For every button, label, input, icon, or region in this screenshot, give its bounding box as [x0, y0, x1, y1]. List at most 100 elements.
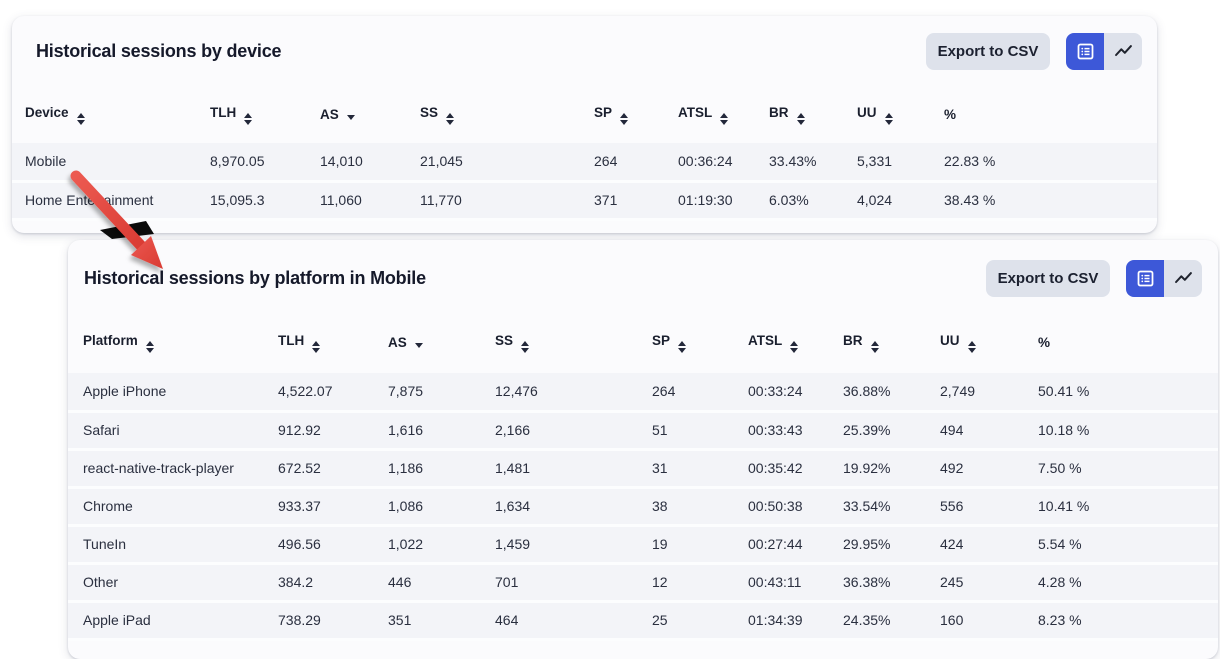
- sort-up-triangle: [76, 112, 85, 118]
- table-row[interactable]: Apple iPhone 4,522.07 7,875 12,476 264 00:33:…: [68, 373, 1218, 411]
- column-header-atsl[interactable]: ATSL: [748, 312, 843, 373]
- table-cell: 51: [652, 422, 668, 438]
- table-view-icon: [1077, 43, 1093, 60]
- table-cell: 264: [594, 153, 618, 170]
- sort-down-triangle: [521, 347, 530, 353]
- column-header-uu[interactable]: UU: [940, 312, 1038, 373]
- column-header-sp[interactable]: SP: [594, 86, 678, 143]
- column-header-tlh[interactable]: TLH: [210, 86, 320, 143]
- sort-both-icon: [720, 112, 729, 125]
- table-cell: 556: [940, 498, 964, 514]
- table-cell: Safari: [83, 422, 120, 438]
- table-row[interactable]: Mobile 8,970.05 14,010 21,045 264 00:36:24 33.…: [12, 143, 1157, 181]
- table-cell: 12,476: [495, 383, 538, 400]
- table-cell: react-native-track-player: [83, 460, 234, 476]
- sort-both-icon: [446, 112, 455, 125]
- sort-down-triangle: [346, 115, 355, 120]
- column-label: Device: [25, 104, 69, 120]
- view-toggle: [1126, 260, 1202, 297]
- table-row[interactable]: Other 384.2 446 701 12 00:43:11 36.38% 245 4.28 …: [68, 563, 1218, 601]
- column-header-tlh[interactable]: TLH: [278, 312, 388, 373]
- table-cell: 00:43:11: [748, 574, 802, 590]
- sort-up-triangle: [720, 112, 729, 118]
- column-label: AS: [320, 107, 339, 122]
- table-cell: 10.41 %: [1038, 498, 1090, 514]
- table-cell: 11,060: [320, 192, 362, 208]
- column-header-sp[interactable]: SP: [652, 312, 748, 373]
- column-label: %: [1038, 335, 1051, 350]
- sort-down-triangle: [414, 343, 423, 348]
- sort-both-icon: [521, 340, 530, 353]
- sort-down-triangle: [312, 347, 321, 353]
- sort-down-triangle: [967, 347, 976, 353]
- table-cell: 29.95%: [843, 536, 891, 552]
- column-label: AS: [388, 335, 407, 350]
- column-label: Platform: [83, 332, 138, 348]
- sessions-by-device-table: Device TLH AS SS SP ATSL BR UU% Mobile 8,970.05 1…: [12, 86, 1157, 221]
- table-cell: 01:19:30: [678, 192, 733, 208]
- export-csv-button[interactable]: Export to CSV: [986, 260, 1110, 297]
- table-cell: 371: [594, 192, 618, 208]
- sort-up-triangle: [870, 340, 879, 346]
- card-title: Historical sessions by platform in Mobil…: [84, 268, 426, 288]
- column-label: SP: [594, 104, 613, 120]
- chart-view-button[interactable]: [1104, 33, 1142, 70]
- column-header--: %: [944, 86, 1157, 143]
- table-header-row: Platform TLH AS SS SP ATSL BR UU%: [68, 312, 1218, 373]
- table-cell: 01:34:39: [748, 612, 803, 628]
- table-cell: 492: [940, 460, 964, 476]
- line-chart-icon: [1114, 45, 1132, 57]
- table-row[interactable]: TuneIn 496.56 1,022 1,459 19 00:27:44 29.95% 42…: [68, 525, 1218, 563]
- sessions-by-device-card: Historical sessions by device Export to …: [12, 16, 1157, 233]
- card-title: Historical sessions by device: [36, 41, 282, 61]
- sort-up-triangle: [796, 112, 805, 118]
- sort-down-triangle: [870, 347, 879, 353]
- table-cell: Mobile: [25, 153, 67, 170]
- sort-both-icon: [76, 112, 85, 125]
- column-header-platform[interactable]: Platform: [68, 312, 278, 373]
- table-cell: 31: [652, 460, 668, 476]
- table-cell: 00:27:44: [748, 536, 803, 552]
- table-cell: 912.92: [278, 422, 321, 438]
- column-label: TLH: [210, 104, 237, 120]
- column-header-ss[interactable]: SS: [495, 312, 652, 373]
- table-row[interactable]: react-native-track-player 672.52 1,186 1,48…: [68, 449, 1218, 487]
- column-header-as[interactable]: AS: [320, 86, 420, 143]
- table-cell: 8.23 %: [1038, 612, 1082, 628]
- table-row[interactable]: Apple iPad 738.29 351 464 25 01:34:39 24.35% 16…: [68, 601, 1218, 639]
- sort-up-triangle: [521, 340, 530, 346]
- column-label: UU: [857, 104, 877, 120]
- table-view-button[interactable]: [1066, 33, 1104, 70]
- sort-up-triangle: [678, 340, 687, 346]
- table-view-button[interactable]: [1126, 260, 1164, 297]
- column-label: BR: [843, 332, 863, 348]
- table-cell: 00:50:38: [748, 498, 803, 514]
- table-cell: 1,616: [388, 422, 424, 438]
- table-row[interactable]: Safari 912.92 1,616 2,166 51 00:33:43 25.39% 49…: [68, 411, 1218, 449]
- chart-view-button[interactable]: [1164, 260, 1202, 297]
- table-cell: Apple iPhone: [83, 383, 167, 400]
- sort-both-icon: [790, 340, 799, 353]
- sort-both-icon: [884, 112, 893, 125]
- column-header-br[interactable]: BR: [769, 86, 857, 143]
- sort-up-triangle: [967, 340, 976, 346]
- column-header-atsl[interactable]: ATSL: [678, 86, 769, 143]
- export-csv-button[interactable]: Export to CSV: [926, 33, 1050, 70]
- column-header-uu[interactable]: UU: [857, 86, 944, 143]
- column-header-device[interactable]: Device: [12, 86, 210, 143]
- sort-down-triangle: [796, 119, 805, 125]
- column-header-ss[interactable]: SS: [420, 86, 594, 143]
- table-row[interactable]: Home Entertainment 15,095.3 11,060 11,770 37…: [12, 181, 1157, 219]
- table-cell: 4.28 %: [1038, 574, 1082, 590]
- table-cell: 933.37: [278, 498, 321, 514]
- table-cell: 351: [388, 612, 412, 628]
- sort-up-triangle: [884, 112, 893, 118]
- table-cell: 8,970.05: [210, 153, 265, 170]
- table-cell: 25: [652, 612, 668, 628]
- column-label: SS: [495, 332, 514, 348]
- table-cell: 4,522.07: [278, 383, 333, 400]
- table-row[interactable]: Chrome 933.37 1,086 1,634 38 00:50:38 33.54% 55…: [68, 487, 1218, 525]
- table-cell: 464: [495, 612, 519, 628]
- column-header-as[interactable]: AS: [388, 312, 495, 373]
- column-header-br[interactable]: BR: [843, 312, 940, 373]
